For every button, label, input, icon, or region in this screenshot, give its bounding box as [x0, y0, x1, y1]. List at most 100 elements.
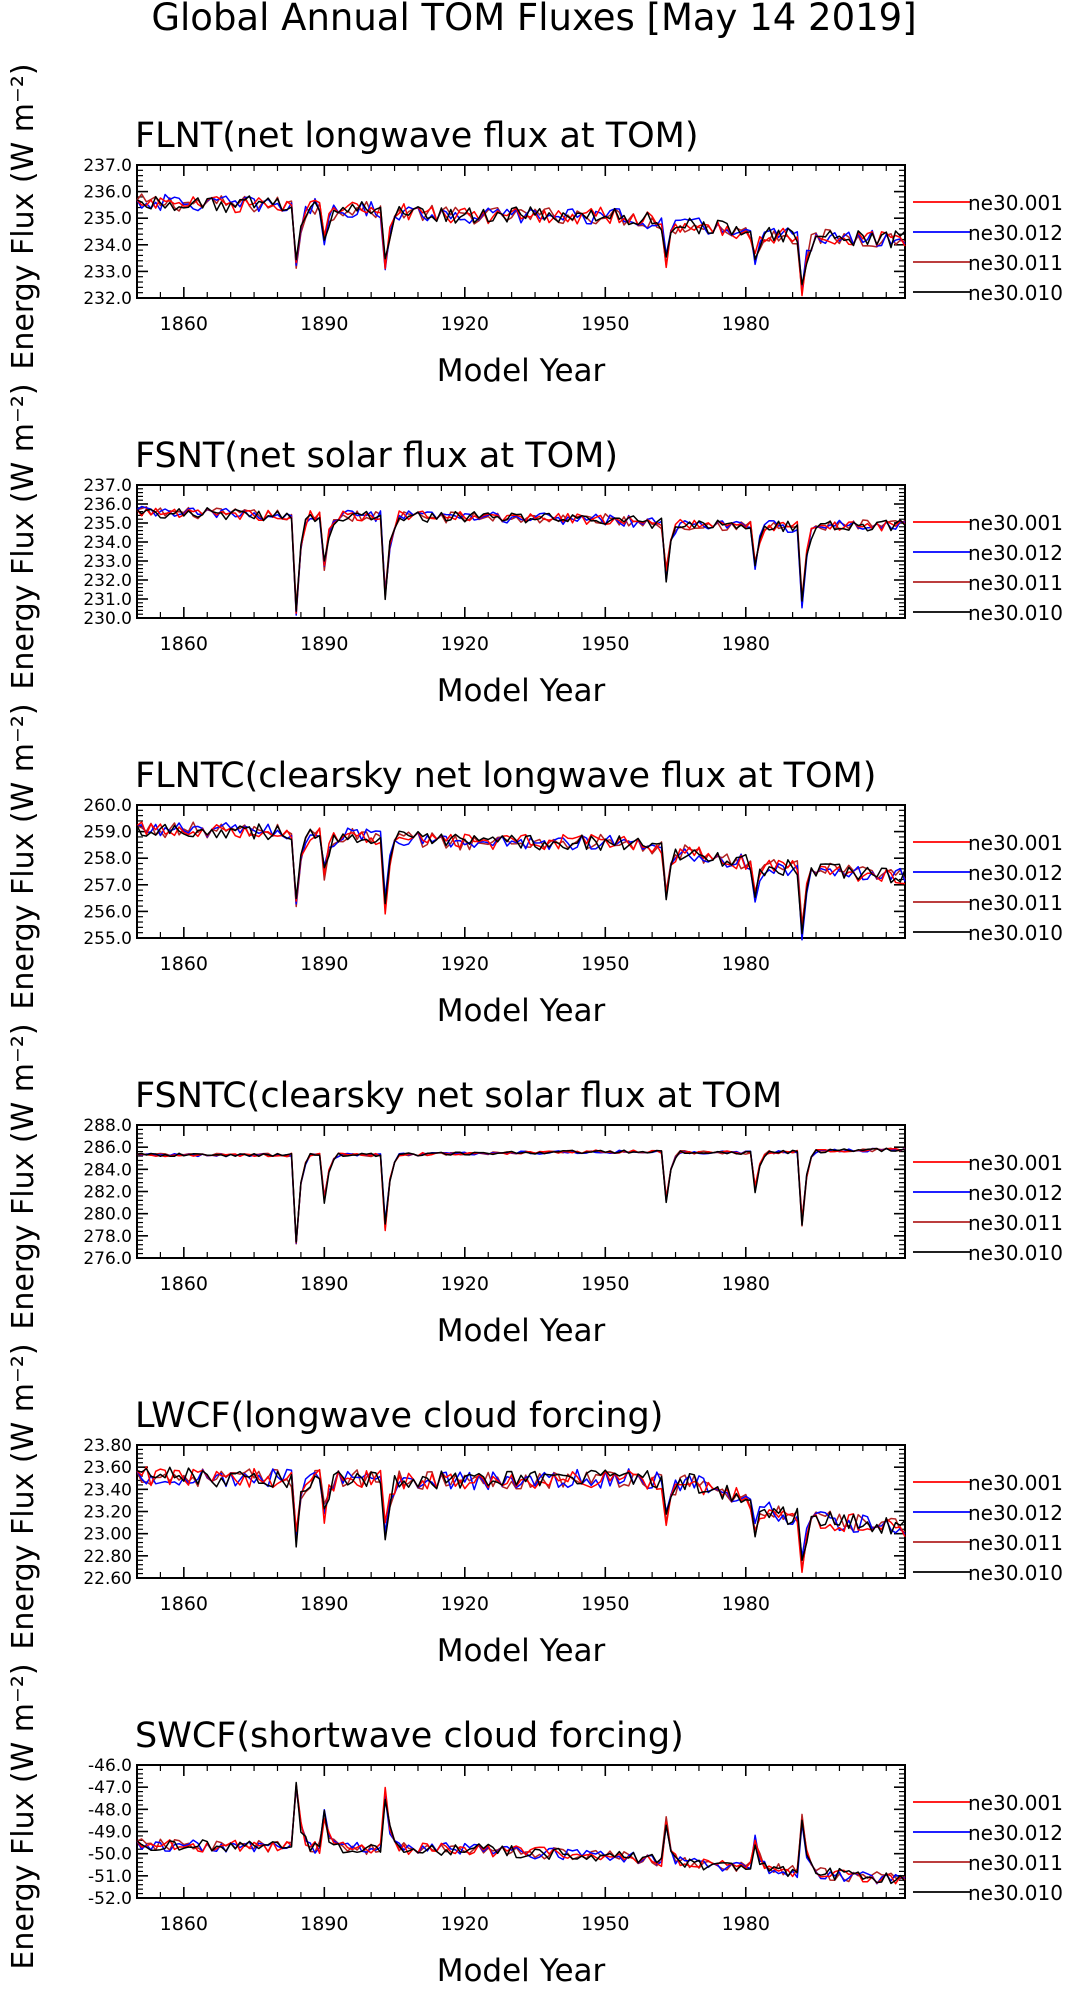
y-axis-label: Energy Flux (W m⁻²): [6, 1023, 41, 1329]
y-tick-label: 237.0: [83, 476, 132, 496]
y-tick-label: 233.0: [83, 552, 132, 572]
x-tick-label: 1950: [581, 953, 629, 975]
series-line-ne30-001: [136, 1783, 906, 1885]
x-tick-label: 1920: [441, 313, 489, 335]
panel-title: LWCF(longwave cloud forcing): [135, 1396, 663, 1436]
legend-label: ne30.010: [968, 921, 1063, 945]
y-tick-label: 230.0: [83, 609, 132, 629]
y-tick-label: 280.0: [83, 1205, 132, 1225]
x-tick-label: 1860: [160, 313, 208, 335]
figure-title: Global Annual TOM Fluxes [May 14 2019]: [151, 0, 916, 39]
legend: ne30.001 ne30.012 ne30.011 ne30.010: [913, 1151, 1063, 1265]
y-tick-label: 23.20: [83, 1503, 132, 1523]
panel-6: SWCF(shortwave cloud forcing)-52.0-51.0-…: [6, 1663, 1063, 1989]
x-axis-label: Model Year: [437, 353, 606, 389]
panel-3: FLNTC(clearsky net longwave flux at TOM)…: [6, 703, 1063, 1029]
x-tick-label: 1890: [300, 1273, 348, 1295]
legend-label: ne30.011: [968, 571, 1063, 595]
panel-2: FSNT(net solar flux at TOM) 230.0231.0232…: [6, 383, 1063, 709]
panels: FLNT(net longwave flux at TOM)232.0233.0…: [6, 63, 1063, 1989]
x-tick-label: 1860: [160, 633, 208, 655]
legend: ne30.001 ne30.012 ne30.011 ne30.010: [913, 1791, 1063, 1905]
y-tick-label: 259.0: [83, 823, 132, 843]
x-tick-label: 1890: [300, 953, 348, 975]
series-lines: [136, 1781, 906, 1885]
series-lines: [136, 1466, 906, 1574]
y-tick-label: 278.0: [83, 1227, 132, 1247]
legend: ne30.001 ne30.012 ne30.011 ne30.010: [913, 1471, 1063, 1585]
y-tick-label: 22.60: [83, 1569, 132, 1589]
y-tick-label: 23.80: [83, 1436, 132, 1456]
legend-label: ne30.011: [968, 251, 1063, 275]
legend-label: ne30.001: [968, 1791, 1063, 1815]
legend-label: ne30.001: [968, 1151, 1063, 1175]
y-tick-label: 237.0: [83, 156, 132, 176]
y-axis-label: Energy Flux (W m⁻²): [6, 703, 41, 1009]
series-line-ne30-012: [136, 1468, 906, 1558]
legend-label: ne30.001: [968, 831, 1063, 855]
legend-label: ne30.010: [968, 1561, 1063, 1585]
y-tick-label: 231.0: [83, 590, 132, 610]
legend: ne30.001 ne30.012 ne30.011 ne30.010: [913, 511, 1063, 625]
legend-label: ne30.001: [968, 1471, 1063, 1495]
x-tick-label: 1920: [441, 1913, 489, 1935]
x-axis-label: Model Year: [437, 1953, 606, 1989]
legend: ne30.001 ne30.012 ne30.011 ne30.010: [913, 191, 1063, 305]
y-tick-label: 236.0: [83, 183, 132, 203]
y-tick-label: 234.0: [83, 533, 132, 553]
legend-label: ne30.001: [968, 191, 1063, 215]
x-tick-label: 1890: [300, 1593, 348, 1615]
x-tick-label: 1950: [581, 1273, 629, 1295]
y-axis-label: Energy Flux (W m⁻²): [6, 63, 41, 369]
plot-frame: [136, 1764, 906, 1899]
y-tick-label: -52.0: [88, 1889, 132, 1909]
panel-title: FLNTC(clearsky net longwave flux at TOM): [135, 756, 876, 796]
panel-title: FSNT(net solar flux at TOM): [135, 436, 618, 476]
legend-label: ne30.012: [968, 221, 1063, 245]
y-tick-label: 288.0: [83, 1116, 132, 1136]
series-line-ne30-001: [136, 821, 906, 930]
panel-4: FSNTC(clearsky net solar flux at TOM 276.…: [6, 1023, 1063, 1349]
y-tick-label: 23.40: [83, 1480, 132, 1500]
x-tick-label: 1980: [722, 953, 770, 975]
legend-label: ne30.012: [968, 1501, 1063, 1525]
panel-title: FLNT(net longwave flux at TOM): [135, 116, 699, 156]
legend-label: ne30.001: [968, 511, 1063, 535]
y-tick-label: 22.80: [83, 1547, 132, 1567]
y-tick-label: -49.0: [88, 1823, 132, 1843]
y-tick-label: 282.0: [83, 1183, 132, 1203]
series-line-ne30-001: [136, 1466, 906, 1574]
y-tick-label: 284.0: [83, 1160, 132, 1180]
series-lines: [136, 821, 906, 941]
legend-label: ne30.012: [968, 1821, 1063, 1845]
y-tick-label: 256.0: [83, 902, 132, 922]
y-tick-label: 232.0: [83, 289, 132, 309]
y-tick-label: -51.0: [88, 1867, 132, 1887]
series-line-ne30-010: [136, 195, 906, 286]
x-tick-label: 1920: [441, 1273, 489, 1295]
x-tick-label: 1890: [300, 1913, 348, 1935]
y-tick-label: 257.0: [83, 876, 132, 896]
series-line-ne30-011: [136, 193, 906, 294]
y-axis-label: Energy Flux (W m⁻²): [6, 1663, 41, 1969]
y-tick-label: 232.0: [83, 571, 132, 591]
x-tick-label: 1920: [441, 633, 489, 655]
legend-label: ne30.012: [968, 861, 1063, 885]
x-tick-label: 1890: [300, 313, 348, 335]
y-tick-label: -50.0: [88, 1845, 132, 1865]
y-axis-label: Energy Flux (W m⁻²): [6, 383, 41, 689]
series-line-ne30-011: [136, 1787, 906, 1883]
x-tick-label: 1980: [722, 1273, 770, 1295]
legend-label: ne30.011: [968, 1531, 1063, 1555]
legend-label: ne30.012: [968, 541, 1063, 565]
x-tick-label: 1980: [722, 1913, 770, 1935]
x-tick-label: 1950: [581, 313, 629, 335]
series-line-ne30-011: [136, 1147, 906, 1245]
series-lines: [136, 193, 906, 297]
series-line-ne30-010: [136, 823, 906, 935]
x-axis-label: Model Year: [437, 993, 606, 1029]
series-line-ne30-012: [136, 1147, 906, 1244]
panel-title: SWCF(shortwave cloud forcing): [135, 1716, 684, 1756]
y-tick-label: 234.0: [83, 236, 132, 256]
